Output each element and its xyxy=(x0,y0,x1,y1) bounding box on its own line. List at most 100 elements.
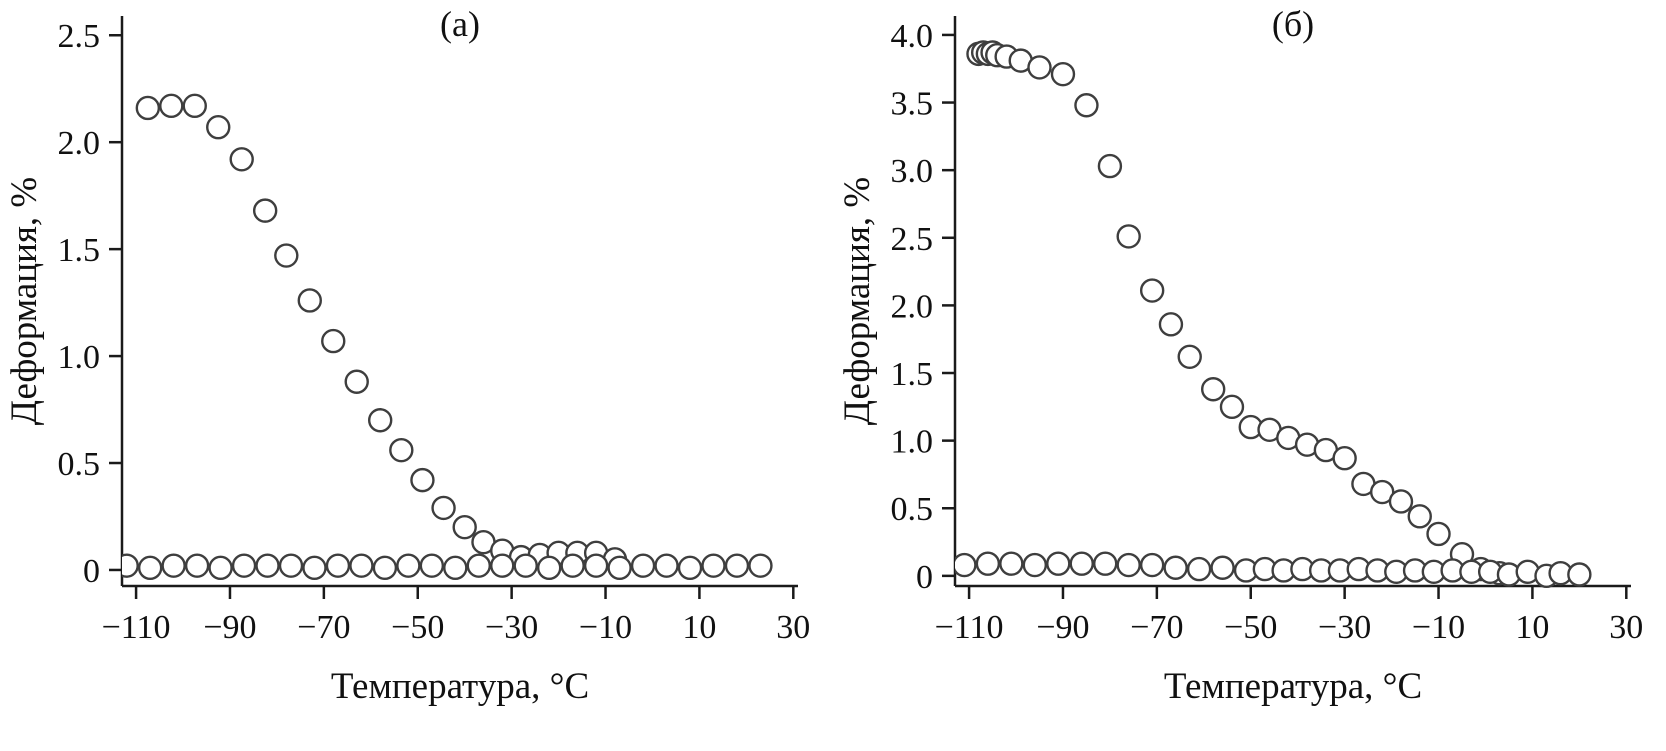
data-point-marker xyxy=(367,408,393,433)
data-point-marker xyxy=(274,243,299,268)
data-point-marker xyxy=(1093,551,1118,576)
x-tick-label: −10 xyxy=(1412,609,1465,646)
data-point-marker xyxy=(1022,552,1048,578)
x-tick-label: 30 xyxy=(1609,609,1643,646)
data-point-marker xyxy=(325,553,351,578)
y-tick-label: 4.0 xyxy=(891,18,934,55)
data-point-marker xyxy=(1163,555,1188,580)
data-point-marker xyxy=(1332,446,1357,471)
chart-b: (б) Температура, °C Деформация, % −110 −9… xyxy=(833,0,1666,746)
data-point-marker xyxy=(1210,555,1235,580)
data-point-marker xyxy=(701,553,726,578)
data-point-marker xyxy=(137,555,163,581)
data-point-marker xyxy=(349,553,374,578)
data-point-marker xyxy=(607,555,632,581)
data-point-marker xyxy=(297,288,322,313)
y-tick-label: 1.0 xyxy=(891,424,934,461)
data-point-marker xyxy=(161,553,186,578)
data-point-marker xyxy=(513,553,538,578)
data-point-marker xyxy=(654,553,679,578)
data-point-marker xyxy=(1116,552,1141,578)
data-point-marker xyxy=(1200,377,1226,402)
data-point-marker xyxy=(184,553,210,578)
x-tick-label: −30 xyxy=(1318,609,1371,646)
x-tick-label: −90 xyxy=(1036,609,1089,646)
data-point-marker xyxy=(955,552,977,578)
data-point-marker xyxy=(1139,278,1165,303)
y-tick-label: 1.0 xyxy=(58,339,101,376)
chart-b-plot-area: −110 −90 −70 −50 −30 −10 10 30 0 0.5 1.0 1.5 2.0 2.5 3… xyxy=(891,16,1643,646)
data-point-marker xyxy=(1097,153,1123,179)
chart-b-ylabel: Деформация, % xyxy=(837,177,878,426)
data-point-marker xyxy=(206,115,231,140)
data-point-marker xyxy=(419,553,445,578)
data-point-marker xyxy=(1139,552,1165,578)
x-tick-label: −10 xyxy=(579,609,632,646)
y-tick-label: 2.5 xyxy=(891,221,934,258)
data-point-marker xyxy=(208,555,233,581)
y-tick-label: 2.0 xyxy=(891,288,934,325)
data-point-marker xyxy=(1158,312,1184,337)
data-point-marker xyxy=(1074,93,1099,118)
x-tick-label: −110 xyxy=(102,609,171,646)
data-point-marker xyxy=(443,555,468,581)
data-point-marker xyxy=(1369,479,1395,505)
chart-a-plot-area: −110 −90 −70 −50 −30 −10 10 30 0 0.5 1.0 1.5 2.0 2.5 xyxy=(58,16,810,646)
x-tick-label: 10 xyxy=(1515,609,1549,646)
data-point-marker xyxy=(255,553,280,578)
x-tick-label: −70 xyxy=(297,609,350,646)
data-point-marker xyxy=(452,514,477,540)
markers-group xyxy=(955,40,1592,589)
data-point-marker xyxy=(1116,224,1141,249)
data-point-marker xyxy=(1050,61,1076,87)
x-tick-label: −90 xyxy=(203,609,256,646)
data-point-marker xyxy=(490,553,515,578)
y-tick-label: 0.5 xyxy=(891,491,934,528)
chart-a-ylabel: Деформация, % xyxy=(4,177,45,426)
x-tick-label: 10 xyxy=(682,609,716,646)
data-point-marker xyxy=(999,551,1024,576)
data-point-marker xyxy=(321,328,346,354)
data-point-marker xyxy=(1407,504,1432,529)
y-tick-label: 3.0 xyxy=(891,153,934,190)
data-point-marker xyxy=(278,553,304,578)
chart-a-canvas: (а) Температура, °C Деформация, % −110 −9… xyxy=(4,4,810,707)
data-point-marker xyxy=(182,93,207,119)
chart-b-xlabel: Температура, °C xyxy=(1164,666,1422,707)
y-tick-label: 3.5 xyxy=(891,86,934,123)
data-point-marker xyxy=(1177,344,1202,369)
data-point-marker xyxy=(396,553,421,578)
data-point-marker xyxy=(630,553,656,578)
data-point-marker xyxy=(560,553,585,578)
data-point-marker xyxy=(344,369,369,394)
data-point-marker xyxy=(252,198,278,223)
chart-a-title: (а) xyxy=(440,4,480,44)
data-point-marker xyxy=(1567,562,1592,587)
y-tick-label: 2.5 xyxy=(58,18,101,55)
data-point-marker xyxy=(1388,489,1414,514)
x-tick-label: −70 xyxy=(1130,609,1183,646)
data-point-marker xyxy=(1027,55,1052,80)
markers-group xyxy=(122,93,773,581)
data-point-marker xyxy=(159,93,184,119)
y-tick-label: 0.5 xyxy=(58,446,101,483)
data-point-marker xyxy=(135,95,161,121)
data-point-marker xyxy=(1046,551,1071,576)
series-baseline-curve xyxy=(122,553,773,581)
data-point-marker xyxy=(302,555,327,581)
chart-a: (а) Температура, °C Деформация, % −110 −9… xyxy=(0,0,833,746)
series-upper-curve xyxy=(135,93,628,572)
x-tick-label: −50 xyxy=(391,609,444,646)
data-point-marker xyxy=(466,553,491,578)
y-tick-label: 1.5 xyxy=(58,232,101,269)
x-tick-label: −50 xyxy=(1224,609,1277,646)
y-tick-label: 0 xyxy=(916,559,933,596)
chart-a-xlabel: Температура, °C xyxy=(331,666,589,707)
x-tick-label: −30 xyxy=(485,609,538,646)
data-point-marker xyxy=(536,555,562,581)
data-point-marker xyxy=(231,553,257,578)
data-point-marker xyxy=(975,551,1001,576)
data-point-marker xyxy=(724,553,750,578)
data-point-marker xyxy=(677,555,703,581)
